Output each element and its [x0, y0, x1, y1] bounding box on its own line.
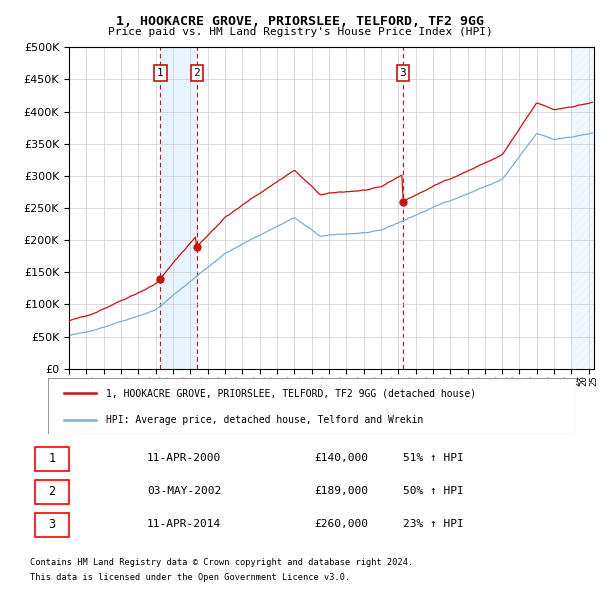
Text: 2: 2	[193, 68, 200, 78]
Text: HPI: Average price, detached house, Telford and Wrekin: HPI: Average price, detached house, Telf…	[106, 415, 424, 425]
Text: 1: 1	[49, 451, 55, 465]
Text: 23% ↑ HPI: 23% ↑ HPI	[403, 519, 464, 529]
Text: 1, HOOKACRE GROVE, PRIORSLEE, TELFORD, TF2 9GG (detached house): 1, HOOKACRE GROVE, PRIORSLEE, TELFORD, T…	[106, 388, 476, 398]
Text: Contains HM Land Registry data © Crown copyright and database right 2024.: Contains HM Land Registry data © Crown c…	[30, 558, 413, 566]
FancyBboxPatch shape	[35, 513, 68, 537]
Text: 50% ↑ HPI: 50% ↑ HPI	[403, 486, 464, 496]
FancyBboxPatch shape	[35, 447, 68, 471]
Text: 1: 1	[157, 68, 164, 78]
FancyBboxPatch shape	[48, 378, 576, 434]
FancyBboxPatch shape	[35, 480, 68, 504]
Text: 03-MAY-2002: 03-MAY-2002	[147, 486, 221, 496]
Text: 3: 3	[400, 68, 406, 78]
Text: 51% ↑ HPI: 51% ↑ HPI	[403, 453, 464, 463]
Text: 11-APR-2014: 11-APR-2014	[147, 519, 221, 529]
Text: 3: 3	[49, 517, 55, 531]
Text: £260,000: £260,000	[314, 519, 368, 529]
Text: 1, HOOKACRE GROVE, PRIORSLEE, TELFORD, TF2 9GG: 1, HOOKACRE GROVE, PRIORSLEE, TELFORD, T…	[116, 15, 484, 28]
Bar	[160, 47, 197, 369]
Text: 2: 2	[49, 484, 55, 498]
Text: 11-APR-2000: 11-APR-2000	[147, 453, 221, 463]
Text: £189,000: £189,000	[314, 486, 368, 496]
Text: This data is licensed under the Open Government Licence v3.0.: This data is licensed under the Open Gov…	[30, 573, 350, 582]
Bar	[571, 47, 594, 369]
Text: Price paid vs. HM Land Registry's House Price Index (HPI): Price paid vs. HM Land Registry's House …	[107, 27, 493, 37]
Text: £140,000: £140,000	[314, 453, 368, 463]
